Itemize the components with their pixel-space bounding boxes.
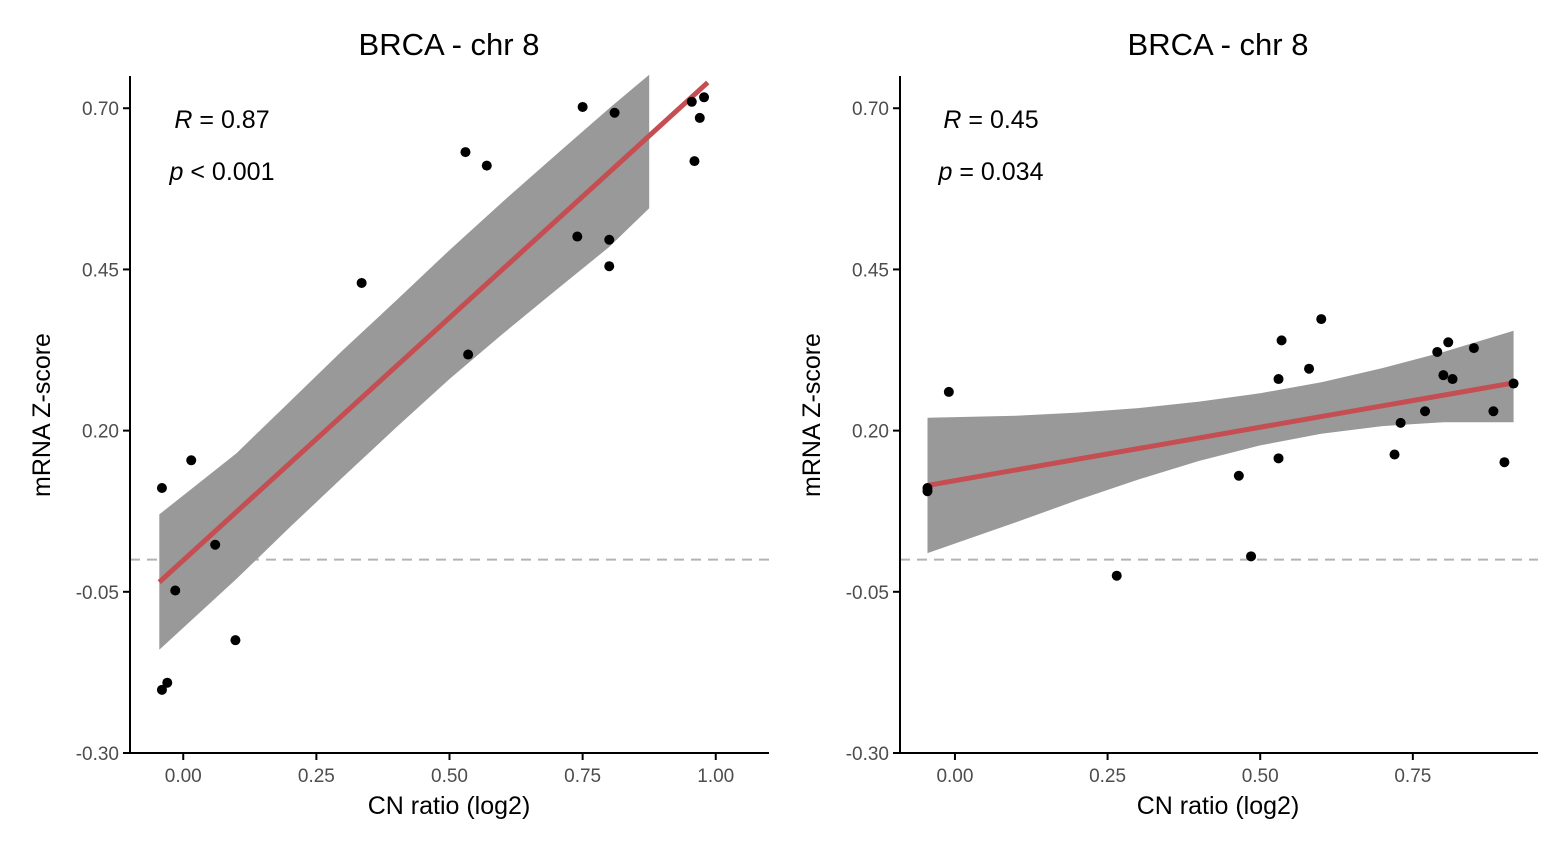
y-tick-label: 0.70 — [852, 99, 889, 120]
data-point — [1304, 363, 1315, 374]
p-stat: p = 0.034 — [938, 158, 1044, 186]
x-tick-label: 0.50 — [431, 766, 468, 787]
y-axis-label: mRNA Z-score — [28, 333, 56, 497]
p-stat-symbol: p — [169, 158, 184, 186]
data-point — [922, 486, 933, 497]
data-point — [604, 261, 615, 272]
data-point — [694, 112, 705, 123]
r-stat-symbol: R — [174, 106, 192, 134]
p-stat-value: = 0.034 — [952, 158, 1043, 186]
regression-line — [927, 380, 1515, 488]
y-tick-label: -0.30 — [846, 744, 889, 765]
y-axis-label: mRNA Z-score — [798, 333, 826, 497]
r-stat-value: = 0.87 — [192, 106, 269, 134]
data-point — [1420, 406, 1431, 417]
data-point — [1389, 449, 1400, 460]
x-tick-label: 0.75 — [1394, 766, 1431, 787]
x-axis-label: CN ratio (log2) — [368, 792, 531, 820]
y-tick-label: -0.05 — [846, 583, 889, 604]
data-point — [577, 101, 588, 112]
p-stat-symbol: p — [938, 158, 953, 186]
y-tick-label: 0.20 — [852, 422, 889, 443]
r-stat-symbol: R — [943, 106, 961, 134]
y-tick-label: 0.45 — [82, 260, 119, 281]
r-stat: R = 0.45 — [943, 106, 1038, 134]
data-point — [1488, 406, 1499, 417]
data-point — [943, 386, 954, 397]
data-point — [1273, 453, 1284, 464]
axis-ticks: -0.30 -0.05 0.20 0.45 0.70 0.00 0.25 0.50 0.75 — [846, 99, 1432, 787]
p-stat: p < 0.001 — [169, 158, 275, 186]
left-panel: BRCA - chr 8 mRNA Z-score CN ratio (log2… — [28, 27, 769, 820]
data-point — [156, 483, 167, 494]
right-panel: BRCA - chr 8 mRNA Z-score CN ratio (log2… — [798, 27, 1538, 820]
data-point — [1395, 417, 1406, 428]
data-point — [1273, 374, 1284, 385]
x-tick-label: 0.50 — [1242, 766, 1279, 787]
data-point — [170, 585, 181, 596]
data-point — [210, 539, 221, 550]
plot-area — [130, 74, 769, 695]
data-point — [699, 92, 710, 103]
data-point — [356, 277, 367, 288]
data-point — [686, 96, 697, 107]
data-point — [1432, 346, 1443, 357]
x-tick-label: 0.75 — [564, 766, 601, 787]
data-point — [1508, 378, 1519, 389]
y-tick-label: 0.20 — [82, 422, 119, 443]
data-point — [572, 231, 583, 242]
data-point — [481, 160, 492, 171]
panel-title: BRCA - chr 8 — [359, 27, 540, 62]
r-stat-value: = 0.45 — [961, 106, 1038, 134]
data-point — [156, 684, 167, 695]
confidence-band — [927, 330, 1514, 554]
data-point — [1233, 470, 1244, 481]
x-tick-label: 1.00 — [697, 766, 734, 787]
y-tick-label: 0.45 — [852, 260, 889, 281]
x-tick-label: 0.00 — [936, 766, 973, 787]
y-tick-label: -0.30 — [76, 744, 119, 765]
data-point — [1111, 570, 1122, 581]
data-point — [1246, 551, 1257, 562]
data-point — [609, 107, 620, 118]
plot-area — [900, 314, 1538, 581]
p-stat-value: < 0.001 — [183, 158, 274, 186]
data-point — [186, 455, 197, 466]
data-point — [162, 677, 173, 688]
data-point — [460, 147, 471, 158]
x-axis-label: CN ratio (log2) — [1137, 792, 1300, 820]
x-tick-label: 0.25 — [298, 766, 335, 787]
regression-line — [157, 80, 710, 584]
data-point — [463, 349, 474, 360]
data-point — [604, 234, 615, 245]
data-point — [1443, 337, 1454, 348]
data-point — [1316, 314, 1327, 325]
y-tick-label: 0.70 — [82, 99, 119, 120]
x-tick-label: 0.25 — [1089, 766, 1126, 787]
axis-ticks: -0.30 -0.05 0.20 0.45 0.70 0.00 0.25 0.50 0.75 1.… — [76, 99, 735, 787]
panel-title: BRCA - chr 8 — [1128, 27, 1309, 62]
data-point — [689, 156, 700, 167]
data-point — [230, 635, 241, 646]
x-tick-label: 0.00 — [165, 766, 202, 787]
data-point — [1438, 370, 1449, 381]
data-point — [1468, 343, 1479, 354]
data-point — [1499, 457, 1510, 468]
data-point — [1276, 335, 1287, 346]
data-point — [1447, 374, 1458, 385]
y-tick-label: -0.05 — [76, 583, 119, 604]
r-stat: R = 0.87 — [174, 106, 269, 134]
